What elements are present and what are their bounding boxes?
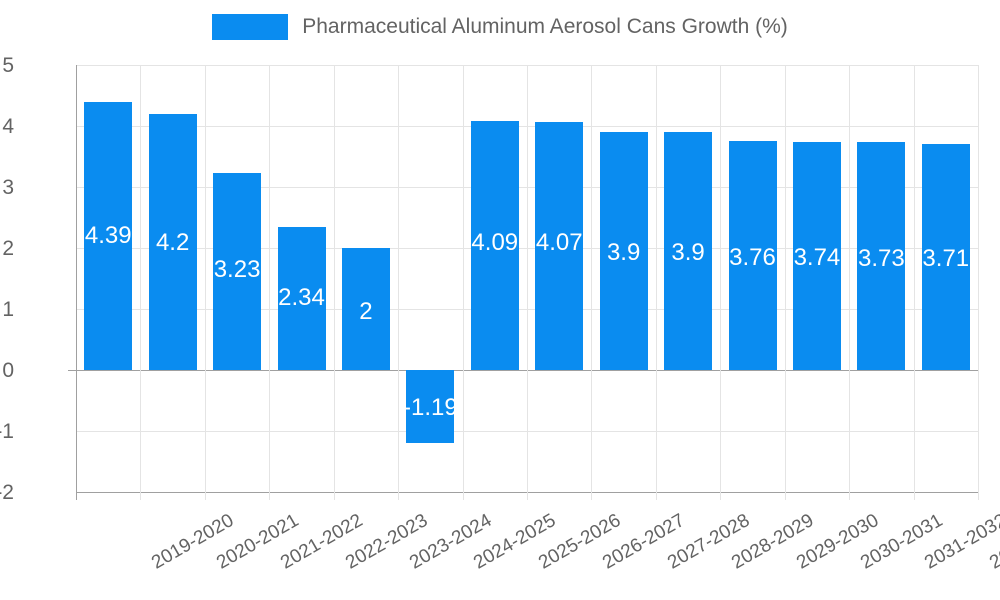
- bar-value-label: 3.9: [606, 239, 641, 266]
- bar-value-label: 3.73: [857, 245, 905, 272]
- bar[interactable]: [599, 132, 648, 370]
- bar-value-label: 2: [359, 298, 373, 325]
- bar[interactable]: [857, 142, 906, 370]
- gridline-vertical: [205, 65, 206, 500]
- gridline-vertical: [334, 65, 335, 500]
- bar-value-label: 3.9: [671, 239, 705, 266]
- bar-value-label: 3.76: [729, 244, 776, 271]
- y-axis-tick-label: 2: [2, 237, 14, 260]
- legend-label: Pharmaceutical Aluminum Aerosol Cans Gro…: [302, 15, 788, 38]
- bar-value-label: 3.74: [793, 244, 841, 271]
- gridline-vertical: [398, 65, 399, 500]
- bar-value-label: 4.09: [471, 229, 519, 256]
- bar[interactable]: [84, 102, 133, 370]
- bar[interactable]: [213, 172, 262, 370]
- bar-value-label: 2.34: [278, 284, 325, 311]
- chart-legend: Pharmaceutical Aluminum Aerosol Cans Gro…: [0, 14, 1000, 40]
- gridline-vertical: [140, 65, 141, 500]
- gridline-vertical: [849, 65, 850, 500]
- x-axis: 2019-2020 2020-2021 2021-2022 2022-2023 2023…: [0, 500, 1000, 600]
- bar[interactable]: [664, 132, 713, 370]
- y-axis-tick-label: 0: [2, 359, 14, 382]
- gridline-vertical: [914, 65, 915, 500]
- gridline-vertical: [269, 65, 270, 500]
- y-axis-tick-label: 4: [2, 115, 14, 138]
- bar-value-label: 4.07: [535, 229, 583, 256]
- bar[interactable]: [728, 140, 777, 370]
- y-axis-tick-label: 1: [2, 298, 14, 321]
- gridline-vertical: [785, 65, 786, 500]
- y-axis-line: [76, 65, 77, 500]
- gridline-vertical: [591, 65, 592, 500]
- y-axis-tick-label: -2: [0, 481, 14, 504]
- gridline-vertical: [720, 65, 721, 500]
- bar[interactable]: [277, 227, 326, 370]
- legend-color-swatch: [212, 14, 289, 40]
- y-axis-tick-label: 5: [2, 54, 14, 77]
- bar-value-label: 4.39: [84, 222, 132, 249]
- gridline-horizontal: [68, 370, 978, 371]
- bar[interactable]: [792, 141, 841, 370]
- bar-value-label: 3.23: [213, 256, 261, 283]
- gridline-vertical: [978, 65, 979, 500]
- plot-area: 4.39 4.2 3.23 2.34 2 -1.19 4.09 4.07 3.9 3.9 3.76 3…: [68, 65, 979, 500]
- bar-value-label: 3.71: [922, 245, 970, 272]
- bar-value-label: -1.19: [402, 394, 458, 421]
- gridline-vertical: [463, 65, 464, 500]
- bar[interactable]: [470, 120, 519, 370]
- bar[interactable]: [921, 143, 970, 370]
- gridline-vertical: [656, 65, 657, 500]
- y-axis-tick-label: -1: [0, 420, 14, 443]
- bar-value-label: 4.2: [155, 229, 190, 256]
- bar[interactable]: [148, 113, 197, 370]
- bar[interactable]: [535, 121, 584, 370]
- bar[interactable]: [406, 370, 455, 443]
- gridline-vertical: [527, 65, 528, 500]
- bar[interactable]: [341, 248, 390, 370]
- y-axis-tick-label: 3: [2, 176, 14, 199]
